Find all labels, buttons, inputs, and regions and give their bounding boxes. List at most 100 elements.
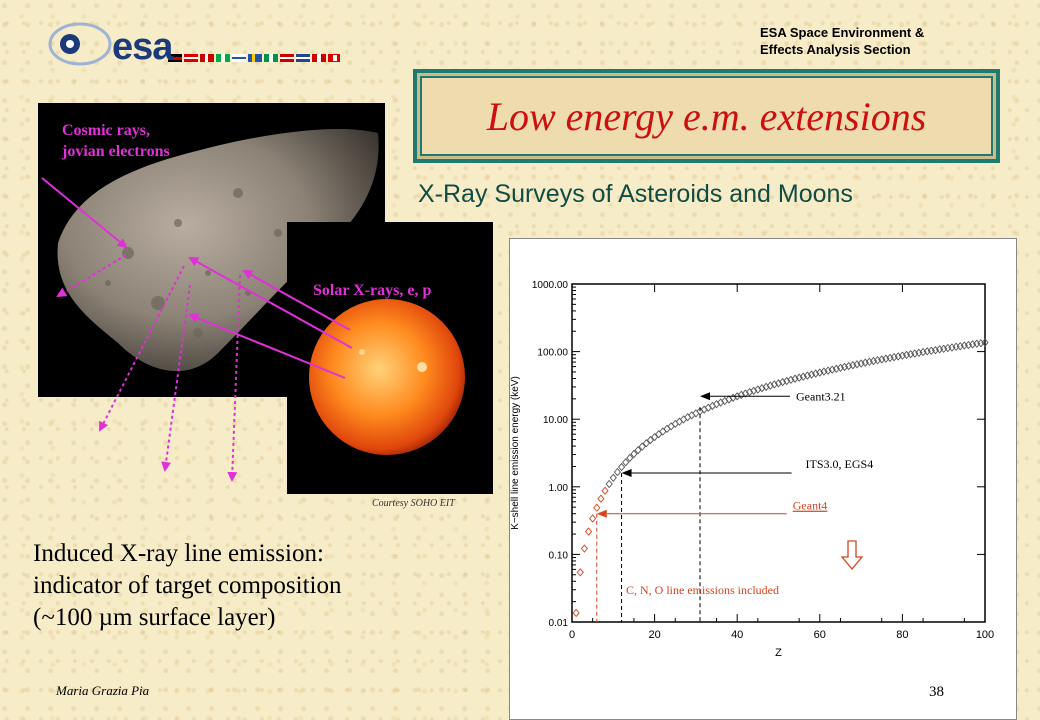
data-point xyxy=(659,427,667,436)
data-point xyxy=(791,374,799,383)
chart-svg: 0 20 40 60 80 100 0.01 0.10 1.00 10.00 100.00 1000.… xyxy=(510,280,994,659)
page-subtitle: X-Ray Surveys of Asteroids and Moons xyxy=(418,180,853,208)
geant4-label: Geant4 xyxy=(793,499,828,513)
x-tick-label: 40 xyxy=(731,629,743,641)
data-point xyxy=(572,608,580,618)
data-point xyxy=(589,514,597,523)
data-point xyxy=(840,362,849,372)
data-point xyxy=(770,380,778,389)
sun-image xyxy=(287,222,493,494)
data-point xyxy=(779,377,787,387)
data-point xyxy=(597,494,605,503)
data-point xyxy=(634,445,642,455)
page-number: 38 xyxy=(929,684,944,700)
data-point xyxy=(754,385,762,394)
data-point xyxy=(667,422,675,431)
data-point xyxy=(820,367,828,376)
data-point xyxy=(857,359,865,368)
data-point xyxy=(750,386,758,396)
data-point xyxy=(816,368,824,377)
y-axis-label: K−shell line emission energy (keV) xyxy=(510,376,521,530)
data-point xyxy=(803,371,812,380)
page-title: Low energy e.m. extensions xyxy=(486,93,927,139)
data-point xyxy=(663,424,671,434)
data-point xyxy=(584,527,593,536)
y-tick-label: 0.10 xyxy=(549,550,569,561)
y-tick-label: 0.01 xyxy=(549,618,569,629)
data-point xyxy=(638,442,646,451)
data-point xyxy=(845,361,853,371)
x-axis-label: Z xyxy=(775,647,782,659)
data-point xyxy=(745,387,754,397)
geant3-label: Geant3.21 xyxy=(796,389,846,403)
geant3-arrow-head xyxy=(700,392,711,401)
data-point xyxy=(774,379,783,388)
data-point xyxy=(593,503,601,512)
logo-wordmark: esa xyxy=(112,26,173,68)
body-text: Induced X-ray line emission: indicator o… xyxy=(33,538,342,634)
data-point xyxy=(836,363,845,373)
data-point xyxy=(601,486,609,496)
data-point xyxy=(787,375,795,385)
body-line-3: (~100 µm surface layer) xyxy=(33,604,276,631)
org-header: ESA Space Environment & Effects Analysis… xyxy=(760,24,924,58)
data-point xyxy=(783,376,791,386)
data-point xyxy=(828,365,836,374)
data-point xyxy=(671,419,679,429)
down-arrow-icon xyxy=(840,540,864,571)
data-point xyxy=(733,392,741,401)
data-point xyxy=(799,372,807,381)
data-point xyxy=(626,453,634,463)
data-point xyxy=(741,389,750,398)
data-point xyxy=(981,338,989,347)
data-point xyxy=(646,435,655,445)
x-tick-label: 100 xyxy=(976,629,994,641)
data-point xyxy=(849,361,857,370)
org-line-1: ESA Space Environment & xyxy=(760,25,925,40)
org-line-2: Effects Analysis Section xyxy=(760,42,911,57)
data-point xyxy=(679,415,688,424)
data-point xyxy=(807,370,816,379)
chart-panel: 0 20 40 60 80 100 0.01 0.10 1.00 10.00 100.00 1000.… xyxy=(509,238,1017,720)
footer-author: Maria Grazia Pia xyxy=(56,683,150,698)
its-label: ITS3.0, EGS4 xyxy=(806,457,874,471)
data-point xyxy=(651,432,659,442)
cosmic-rays-label-line-1: Cosmic rays, xyxy=(62,122,150,139)
data-point xyxy=(832,364,840,373)
y-tick-label: 1000.00 xyxy=(532,280,569,291)
data-point xyxy=(737,390,745,400)
data-point xyxy=(758,383,766,393)
y-tick-label: 100.00 xyxy=(537,348,568,359)
data-point xyxy=(675,417,683,426)
cosmic-rays-label-line-2: jovian electrons xyxy=(62,143,170,160)
y-tick-label: 10.00 xyxy=(543,415,568,426)
plot-frame xyxy=(571,283,986,623)
y-tick-label: 1.00 xyxy=(549,483,569,494)
solar-xrays-label: Solar X-rays, e, p xyxy=(313,282,432,299)
data-point xyxy=(630,449,638,459)
esa-logo: esa xyxy=(40,22,340,70)
cno-note-label: C, N, O line emissions included xyxy=(626,583,779,597)
image-credit: Courtesy SOHO EIT xyxy=(372,498,455,509)
body-line-2: indicator of target composition xyxy=(33,572,342,599)
its-arrow-head xyxy=(621,469,632,478)
data-point xyxy=(824,366,832,375)
x-tick-label: 80 xyxy=(896,629,908,641)
data-point xyxy=(766,381,774,390)
x-tick-label: 20 xyxy=(648,629,660,641)
data-point xyxy=(762,382,770,392)
data-point xyxy=(617,462,626,472)
data-point xyxy=(795,373,803,382)
data-point xyxy=(609,473,617,482)
title-box: Low energy e.m. extensions xyxy=(413,69,1000,163)
data-point xyxy=(613,467,622,477)
data-point xyxy=(622,458,630,467)
data-point xyxy=(605,479,613,489)
x-tick-label: 60 xyxy=(814,629,826,641)
x-tick-label: 0 xyxy=(569,629,575,641)
cosmic-rays-label: Cosmic rays, jovian electrons xyxy=(62,120,262,162)
body-line-1: Induced X-ray line emission: xyxy=(33,540,324,567)
data-point xyxy=(576,568,584,577)
data-point xyxy=(580,544,588,553)
data-point xyxy=(655,430,663,439)
